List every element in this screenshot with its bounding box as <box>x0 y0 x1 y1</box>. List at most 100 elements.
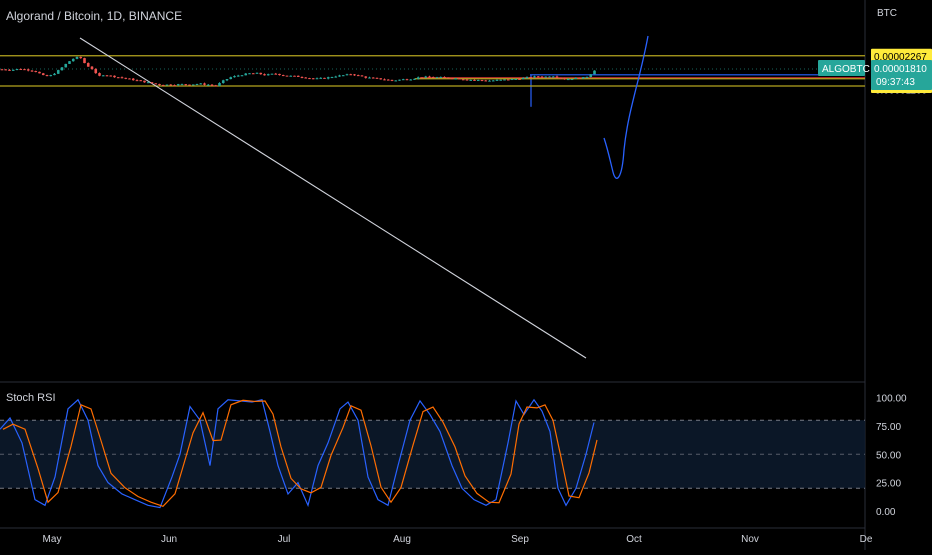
candle-body <box>386 79 390 81</box>
candle-body <box>124 77 128 79</box>
current-price-tag <box>871 60 932 91</box>
candle-body <box>206 84 210 86</box>
candle-body <box>525 77 529 79</box>
candle-body <box>218 82 221 86</box>
candle-body <box>90 66 94 69</box>
candle-body <box>506 79 510 81</box>
x-tick-label: Nov <box>741 534 759 545</box>
candle-body <box>401 79 405 81</box>
projection-path <box>603 35 649 179</box>
candle-body <box>101 75 105 77</box>
candle-body <box>383 79 386 81</box>
candle-body <box>214 85 218 87</box>
candle-body <box>184 84 188 86</box>
rsi-tick-label: 75.00 <box>876 422 901 433</box>
candle-body <box>173 85 176 87</box>
candle-body <box>195 84 199 86</box>
candle-body <box>30 70 34 72</box>
candle-body <box>289 75 293 77</box>
rsi-tick-label: 50.00 <box>876 450 901 461</box>
candle-body <box>356 75 360 77</box>
candle-body <box>79 56 83 59</box>
candle-body <box>555 76 559 78</box>
candle-body <box>551 76 555 78</box>
candle-body <box>529 77 533 79</box>
trendline <box>79 37 587 359</box>
candle-body <box>450 78 454 80</box>
x-tick-label: Jun <box>161 534 177 545</box>
candle-body <box>533 76 536 78</box>
candle-body <box>413 78 416 80</box>
candle-body <box>221 80 225 83</box>
candle-body <box>15 68 19 70</box>
candle-body <box>473 79 476 81</box>
candle-body <box>454 78 458 80</box>
candle-body <box>244 73 248 76</box>
candle-body <box>488 80 491 82</box>
stoch-d-line <box>2 399 598 508</box>
candle-body <box>300 76 304 78</box>
candle-body <box>4 69 8 71</box>
candle-body <box>8 69 11 71</box>
candle-body <box>503 79 506 81</box>
candle-body <box>405 79 409 81</box>
x-tick-label: Sep <box>511 534 529 545</box>
candle-body <box>326 77 330 79</box>
candle-body <box>176 84 180 86</box>
level-tag <box>871 48 932 63</box>
candle-body <box>146 82 150 84</box>
candle-body <box>540 76 544 78</box>
x-tick-label: Aug <box>393 534 411 545</box>
current-price-countdown: 09:37:43 <box>876 77 915 88</box>
candle-body <box>94 68 98 74</box>
candle-body <box>424 76 428 78</box>
candle-body <box>270 73 274 75</box>
candle-body <box>278 73 281 76</box>
rsi-tick-label: 0.00 <box>876 507 896 518</box>
candle-body <box>139 80 143 82</box>
candle-body <box>105 75 109 77</box>
candle-body <box>420 77 424 79</box>
x-tick-label: Oct <box>626 534 642 545</box>
candle-body <box>251 73 255 75</box>
candle-body <box>225 79 229 81</box>
candle-body <box>394 80 398 82</box>
candle-body <box>379 78 383 80</box>
candle-body <box>308 78 311 80</box>
candle-body <box>495 79 499 81</box>
candle-body <box>323 77 326 79</box>
candle-body <box>19 68 23 70</box>
candle-body <box>514 78 518 80</box>
candle-body <box>161 84 165 86</box>
candle-body <box>45 75 49 77</box>
candle-body <box>266 74 270 76</box>
candle-body <box>38 71 41 74</box>
stoch-k-line <box>0 398 595 509</box>
candle-body <box>169 84 173 86</box>
rsi-tick-label: 25.00 <box>876 479 901 490</box>
candle-body <box>334 76 338 78</box>
candle-body <box>563 78 566 80</box>
chart-title: Algorand / Bitcoin, 1D, BINANCE <box>6 9 183 23</box>
candle-body <box>83 58 86 64</box>
candle-body <box>566 79 570 81</box>
candle-body <box>443 76 446 78</box>
candle-body <box>375 77 379 79</box>
candle-body <box>345 74 349 76</box>
candle-body <box>135 80 139 82</box>
level-tag-label: 0.00002267 <box>874 52 927 63</box>
candle-body <box>536 76 540 78</box>
candle-body <box>143 80 146 83</box>
candle-body <box>188 84 191 86</box>
candle-body <box>41 73 45 76</box>
candle-body <box>150 82 154 84</box>
candle-body <box>480 80 484 82</box>
candle-body <box>131 78 135 81</box>
candle-body <box>491 80 495 82</box>
candle-body <box>589 74 593 78</box>
candle-body <box>281 75 285 77</box>
candle-body <box>330 77 334 79</box>
candle-body <box>23 69 26 71</box>
